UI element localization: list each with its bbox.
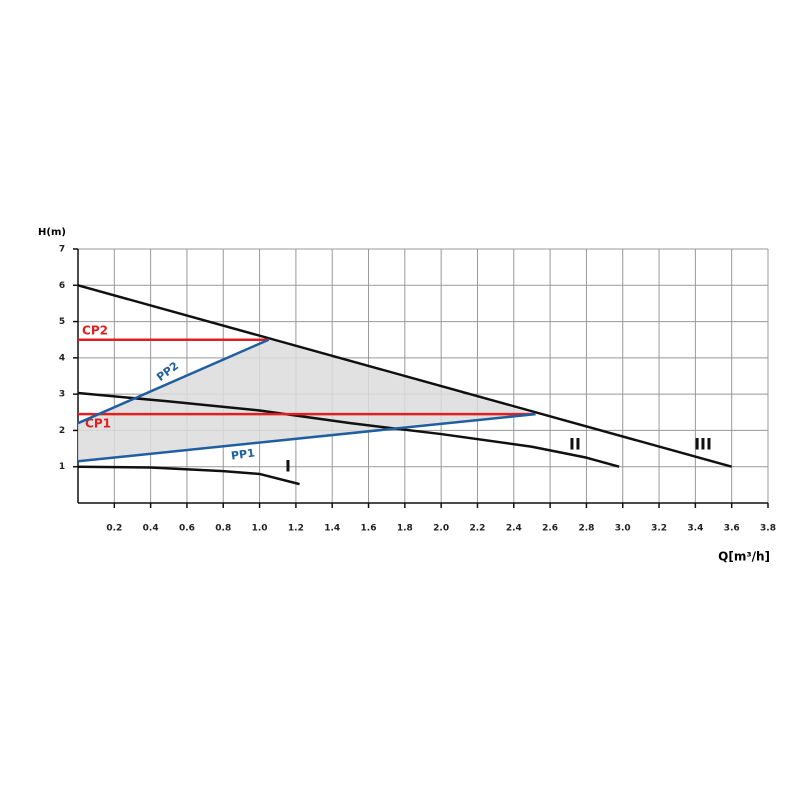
x-tick-label: 1.4 (324, 524, 340, 534)
x-tick-label: 2.8 (578, 524, 594, 534)
y-tick-label: 4 (59, 353, 65, 363)
x-tick-label: 3.0 (615, 524, 631, 534)
x-tick-label: 2.6 (542, 524, 558, 534)
curve (77, 412, 536, 463)
x-tick-label: 3.6 (724, 524, 740, 534)
x-tick-label: 0.4 (143, 524, 159, 534)
y-tick-label: 3 (59, 390, 65, 400)
y-tick-label: 6 (59, 281, 65, 291)
x-tick-label: 2.0 (433, 524, 449, 534)
x-tick-label: 2.4 (506, 524, 522, 534)
y-tick-label: 7 (59, 245, 65, 255)
y-tick-label: 2 (59, 426, 65, 436)
x-tick-label: 1.8 (397, 524, 413, 534)
x-tick-label: 0.6 (179, 524, 195, 534)
curve-label: CP2 (82, 324, 108, 338)
curve-label: PP1 (230, 446, 255, 462)
x-axis-label: Q[m³/h] (718, 550, 770, 564)
curve-label: CP1 (85, 417, 111, 431)
curve (77, 284, 733, 468)
x-tick-label: 2.2 (469, 524, 485, 534)
y-tick-label: 5 (59, 317, 65, 327)
curve-label: III (694, 435, 712, 454)
y-axis-label: H(m) (38, 227, 66, 238)
x-tick-label: 0.2 (106, 524, 122, 534)
curve (77, 465, 300, 486)
curve (77, 338, 270, 425)
x-tick-label: 3.4 (687, 524, 703, 534)
shaded-region (78, 339, 536, 462)
curve-label: II (569, 435, 581, 454)
x-tick-label: 3.2 (651, 524, 667, 534)
x-tick-label: 1.0 (252, 524, 268, 534)
x-tick-label: 0.8 (215, 524, 231, 534)
x-tick-label: 3.8 (760, 524, 776, 534)
x-tick-label: 1.2 (288, 524, 304, 534)
curve-label: I (285, 457, 291, 476)
y-tick-label: 1 (59, 462, 65, 472)
x-tick-label: 1.6 (361, 524, 377, 534)
